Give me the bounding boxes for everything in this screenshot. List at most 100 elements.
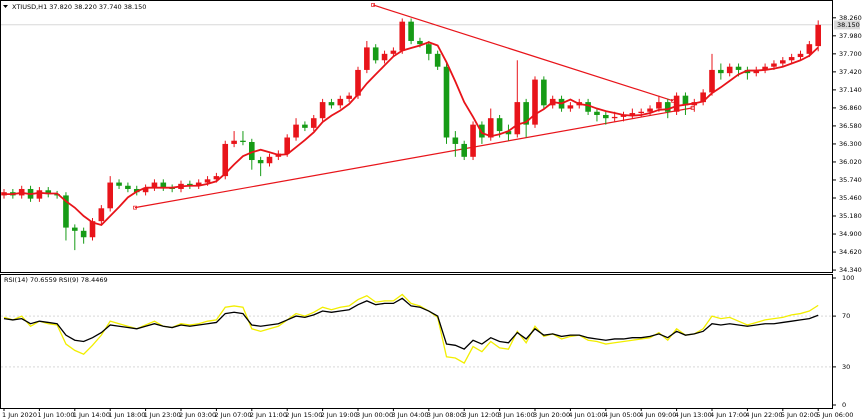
- moving-average: [4, 41, 819, 227]
- y-tick-label: 38.260: [839, 14, 862, 22]
- candle-body: [302, 124, 308, 128]
- chart-title: XTIUSD,H1 37.820 38.220 37.740 38.150: [12, 3, 146, 11]
- candle-body: [195, 182, 202, 186]
- candle-body: [390, 50, 397, 54]
- x-tick-label: 4 Jun 05:00: [604, 411, 641, 419]
- trendline: [372, 4, 674, 102]
- candle-body: [505, 131, 512, 135]
- candle-body: [726, 66, 733, 74]
- candle-body: [319, 102, 326, 119]
- x-tick-label: 3 Jun 04:00: [391, 411, 428, 419]
- x-tick-label: 4 Jun 22:00: [745, 411, 782, 419]
- candle-body: [514, 102, 521, 135]
- candle-body: [107, 182, 113, 209]
- x-tick-label: 2 Jun 19:00: [321, 411, 358, 419]
- candle-body: [36, 190, 43, 199]
- y-tick-label: 30: [842, 363, 850, 371]
- candle-body: [496, 118, 503, 132]
- candle-body: [771, 63, 777, 67]
- candle-body: [72, 227, 78, 231]
- candle-body: [815, 24, 821, 47]
- candle-body: [682, 95, 689, 106]
- candle-body: [213, 176, 220, 180]
- candle-body: [461, 143, 467, 157]
- candle-body: [257, 160, 264, 164]
- title-marker: [3, 5, 8, 8]
- candle-body: [89, 221, 96, 238]
- candle-body: [204, 179, 211, 183]
- y-tick-label: 37.700: [839, 50, 862, 58]
- candle-body: [709, 69, 715, 93]
- candle-body: [187, 183, 193, 186]
- candle-body: [479, 124, 485, 138]
- candle-body: [532, 79, 538, 125]
- candle-body: [664, 102, 671, 112]
- candle-body: [310, 118, 317, 128]
- y-tick-label: 37.420: [839, 68, 862, 76]
- y-tick-label: 35.460: [839, 194, 862, 202]
- y-tick-label: 34.340: [839, 266, 862, 274]
- candle-body: [142, 187, 149, 193]
- candle-body: [222, 143, 229, 177]
- candle-body: [647, 108, 653, 112]
- candle-body: [541, 79, 547, 106]
- x-tick-label: 5 Jun 02:00: [781, 411, 818, 419]
- candle-body: [443, 66, 450, 138]
- x-tick-label: 3 Jun 08:00: [427, 411, 464, 419]
- x-tick-label: 4 Jun 17:00: [710, 411, 747, 419]
- candle-body: [355, 69, 361, 96]
- candle-body: [753, 69, 760, 74]
- candle-body: [293, 124, 299, 138]
- x-tick-label: 5 Jun 06:00: [816, 411, 853, 419]
- candle-body: [80, 230, 87, 238]
- y-tick-label: 100: [842, 274, 854, 282]
- x-tick-label: 3 Jun 16:00: [498, 411, 535, 419]
- x-tick-label: 1 Jun 14:00: [73, 411, 110, 419]
- candle-body: [797, 53, 804, 58]
- candle-body: [328, 102, 335, 106]
- x-tick-label: 4 Jun 01:00: [568, 411, 605, 419]
- y-tick-label: 34.620: [839, 248, 862, 256]
- candle-body: [656, 102, 662, 109]
- x-tick-label: 3 Jun 12:00: [462, 411, 499, 419]
- candle-body: [638, 111, 644, 114]
- candle-body: [434, 53, 441, 67]
- y-tick-label: 36.580: [839, 122, 862, 130]
- x-tick-label: 2 Jun 07:00: [214, 411, 251, 419]
- candle-body: [116, 182, 122, 186]
- candle-body: [780, 60, 786, 64]
- candle-body: [45, 190, 52, 195]
- candle-body: [337, 98, 344, 106]
- candle-body: [408, 21, 414, 41]
- y-tick-label: 37.980: [839, 32, 862, 40]
- candle-body: [673, 95, 680, 112]
- rsi-pane: [0, 274, 833, 409]
- candle-body: [151, 182, 158, 188]
- candle-body: [718, 69, 724, 74]
- candle-body: [426, 44, 432, 54]
- rsi-title: RSI(14) 70.6559 RSI(9) 78.4469: [4, 276, 108, 284]
- candle-body: [364, 47, 370, 70]
- y-tick-label: 34.900: [839, 230, 862, 238]
- y-tick-label: 35.740: [839, 176, 862, 184]
- candle-body: [231, 140, 237, 144]
- candle-body: [160, 182, 167, 188]
- candle-body: [603, 114, 609, 119]
- candle-body: [54, 194, 60, 196]
- candle-body: [346, 95, 352, 99]
- candle-body: [611, 116, 618, 119]
- x-tick-label: 1 Jun 10:00: [37, 411, 74, 419]
- x-tick-label: 2 Jun 03:00: [179, 411, 216, 419]
- candle-body: [452, 137, 459, 144]
- candle-body: [788, 57, 795, 61]
- trendline: [134, 107, 693, 209]
- candle-body: [240, 140, 246, 143]
- candle-body: [63, 195, 69, 228]
- trendline-anchor: [371, 3, 375, 7]
- y-tick-label: 36.020: [839, 158, 862, 166]
- price-pane: [0, 0, 833, 273]
- y-tick-label: 36.300: [839, 140, 862, 148]
- y-tick-label: 70: [842, 312, 850, 320]
- candle-body: [381, 53, 388, 61]
